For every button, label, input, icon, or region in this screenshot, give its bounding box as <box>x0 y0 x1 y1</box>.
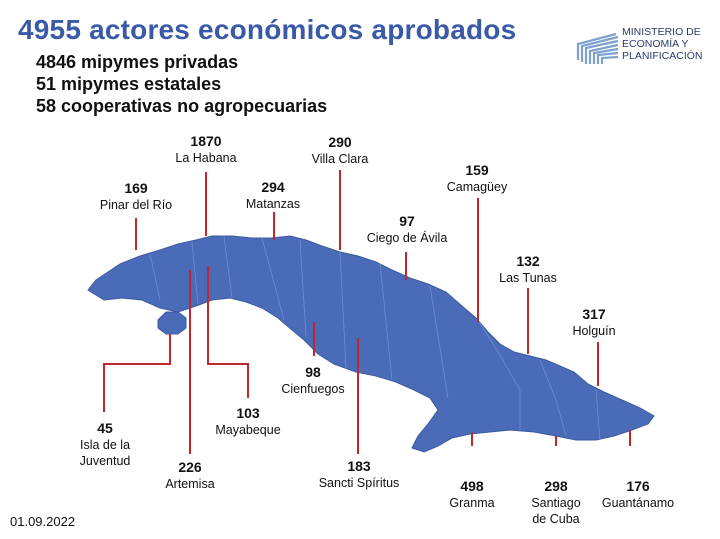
name-pinar: Pinar del Río <box>99 198 173 212</box>
value-habana: 1870 <box>190 133 222 149</box>
label-granma: 498 Granma <box>436 478 508 511</box>
label-mayabeque: 103 Mayabeque <box>200 405 296 438</box>
subtitle-state: 51 mipymes estatales <box>36 74 222 94</box>
subtitle-cooperatives: 58 cooperativas no agropecuarias <box>36 96 328 116</box>
logo-line-1: MINISTERIO DE <box>622 26 701 38</box>
isla-juventud-shape <box>157 311 187 335</box>
label-matanzas: 294 Matanzas <box>230 179 316 212</box>
name-sancti: Sancti Spíritus <box>318 476 400 490</box>
ministry-logo: MINISTERIO DE ECONOMÍA Y PLANIFICACIÓN <box>576 24 716 72</box>
label-sancti: 183 Sancti Spíritus <box>304 458 414 491</box>
subtitle-private: 4846 mipymes privadas <box>36 52 239 72</box>
value-pinar: 169 <box>124 180 148 196</box>
value-santiago: 298 <box>544 478 568 494</box>
name-camaguey: Camagüey <box>446 180 508 194</box>
ministry-logo-mark <box>576 32 619 64</box>
date-label: 01.09.2022 <box>10 514 76 529</box>
label-isla: 45 Isla de la Juventud <box>60 420 150 469</box>
leader-isla <box>103 334 171 412</box>
name-villaclara: Villa Clara <box>311 152 369 166</box>
name-cienfuegos: Cienfuegos <box>281 382 345 396</box>
value-granma: 498 <box>460 478 484 494</box>
label-pinar: 169 Pinar del Río <box>82 180 190 213</box>
value-guantanamo: 176 <box>626 478 650 494</box>
label-guantanamo: 176 Guantánamo <box>590 478 686 511</box>
logo-line-2: ECONOMÍA Y <box>622 38 689 50</box>
name-guantanamo: Guantánamo <box>601 496 675 510</box>
label-camaguey: 159 Camagüey <box>432 162 522 195</box>
leader-mayabeque <box>207 266 249 398</box>
label-santiago: 298 Santiago de Cuba <box>514 478 598 527</box>
value-ciego: 97 <box>399 213 415 229</box>
label-habana: 1870 La Habana <box>156 133 256 166</box>
page-title: 4955 actores económicos aprobados <box>18 14 517 45</box>
label-lastunas: 132 Las Tunas <box>484 253 572 286</box>
leader-lines <box>103 170 631 454</box>
cuba-main-island <box>87 235 655 453</box>
name-mayabeque: Mayabeque <box>215 423 281 437</box>
value-isla: 45 <box>97 420 113 436</box>
name-matanzas: Matanzas <box>245 197 301 211</box>
label-artemisa: 226 Artemisa <box>150 459 230 492</box>
label-holguin: 317 Holguín <box>554 306 634 339</box>
value-cienfuegos: 98 <box>305 364 321 380</box>
province-borders <box>149 235 601 441</box>
value-artemisa: 226 <box>178 459 202 475</box>
value-mayabeque: 103 <box>236 405 260 421</box>
label-cienfuegos: 98 Cienfuegos <box>268 364 358 397</box>
value-villaclara: 290 <box>328 134 352 150</box>
name-lastunas: Las Tunas <box>499 271 557 285</box>
name-habana: La Habana <box>175 151 237 165</box>
name-artemisa: Artemisa <box>165 477 215 491</box>
label-ciego: 97 Ciego de Ávila <box>352 213 462 246</box>
northern-keys <box>396 278 424 286</box>
name-isla: Isla de la Juventud <box>79 438 131 468</box>
value-camaguey: 159 <box>465 162 489 178</box>
name-holguin: Holguín <box>572 324 616 338</box>
value-lastunas: 132 <box>516 253 540 269</box>
name-santiago: Santiago de Cuba <box>531 496 581 526</box>
label-villaclara: 290 Villa Clara <box>296 134 384 167</box>
name-ciego: Ciego de Ávila <box>366 231 448 245</box>
value-matanzas: 294 <box>261 179 285 195</box>
logo-line-3: PLANIFICACIÓN <box>622 50 703 62</box>
value-holguin: 317 <box>582 306 606 322</box>
name-granma: Granma <box>449 496 495 510</box>
value-sancti: 183 <box>347 458 371 474</box>
